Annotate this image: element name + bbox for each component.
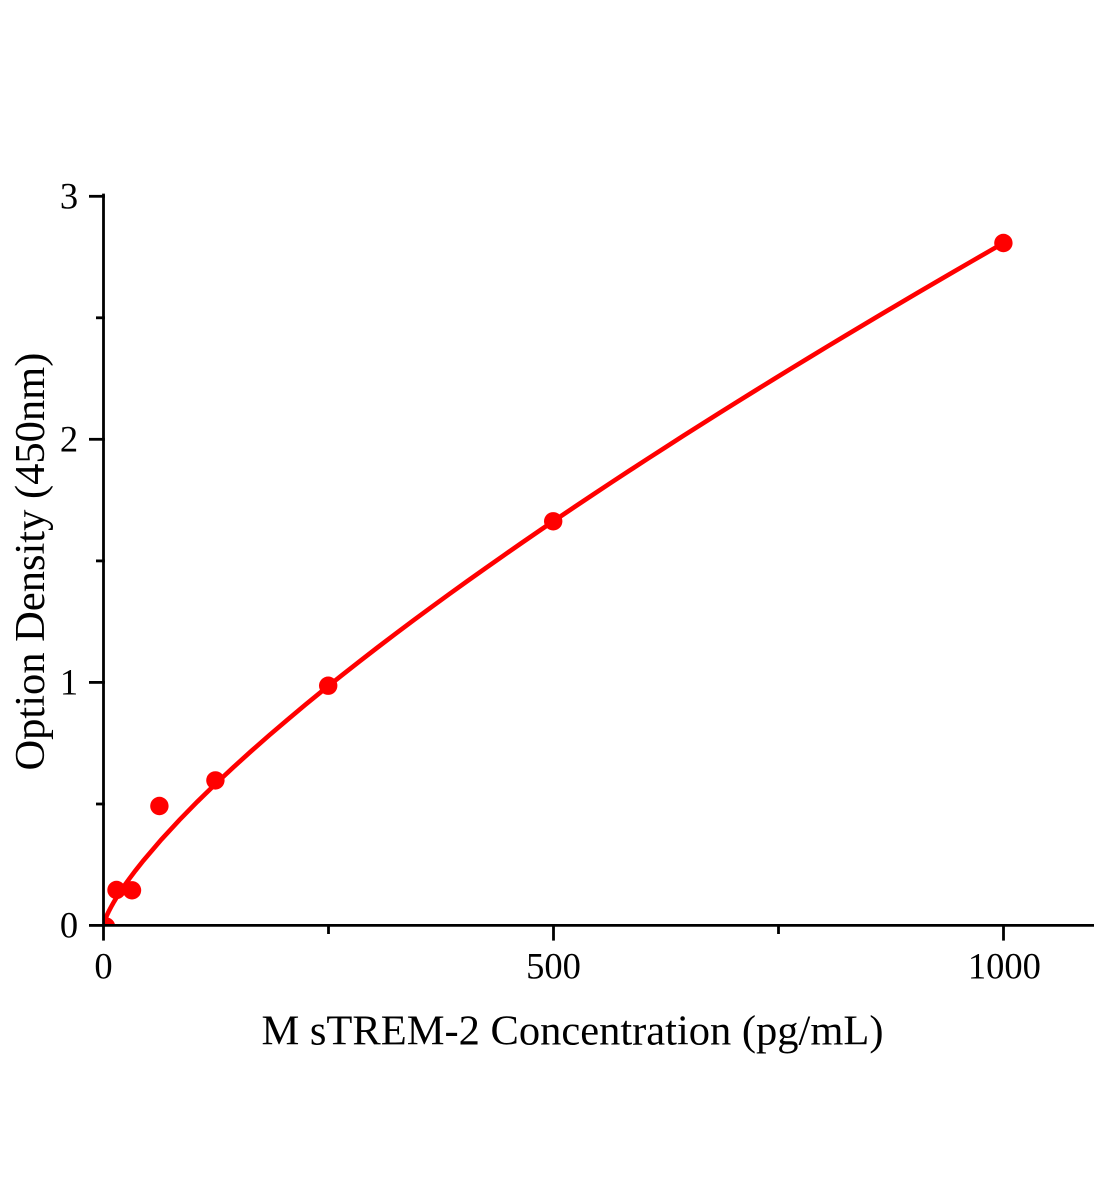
svg-text:3: 3 bbox=[60, 176, 78, 217]
svg-text:M sTREM-2 Concentration (pg/mL: M sTREM-2 Concentration (pg/mL) bbox=[261, 1007, 883, 1054]
svg-text:0: 0 bbox=[94, 946, 112, 987]
svg-text:Option Density (450nm): Option Density (450nm) bbox=[7, 353, 54, 771]
svg-text:0: 0 bbox=[60, 905, 78, 946]
svg-text:1: 1 bbox=[60, 662, 78, 703]
svg-text:500: 500 bbox=[526, 946, 581, 987]
svg-text:1000: 1000 bbox=[968, 946, 1041, 987]
svg-text:2: 2 bbox=[60, 419, 78, 460]
